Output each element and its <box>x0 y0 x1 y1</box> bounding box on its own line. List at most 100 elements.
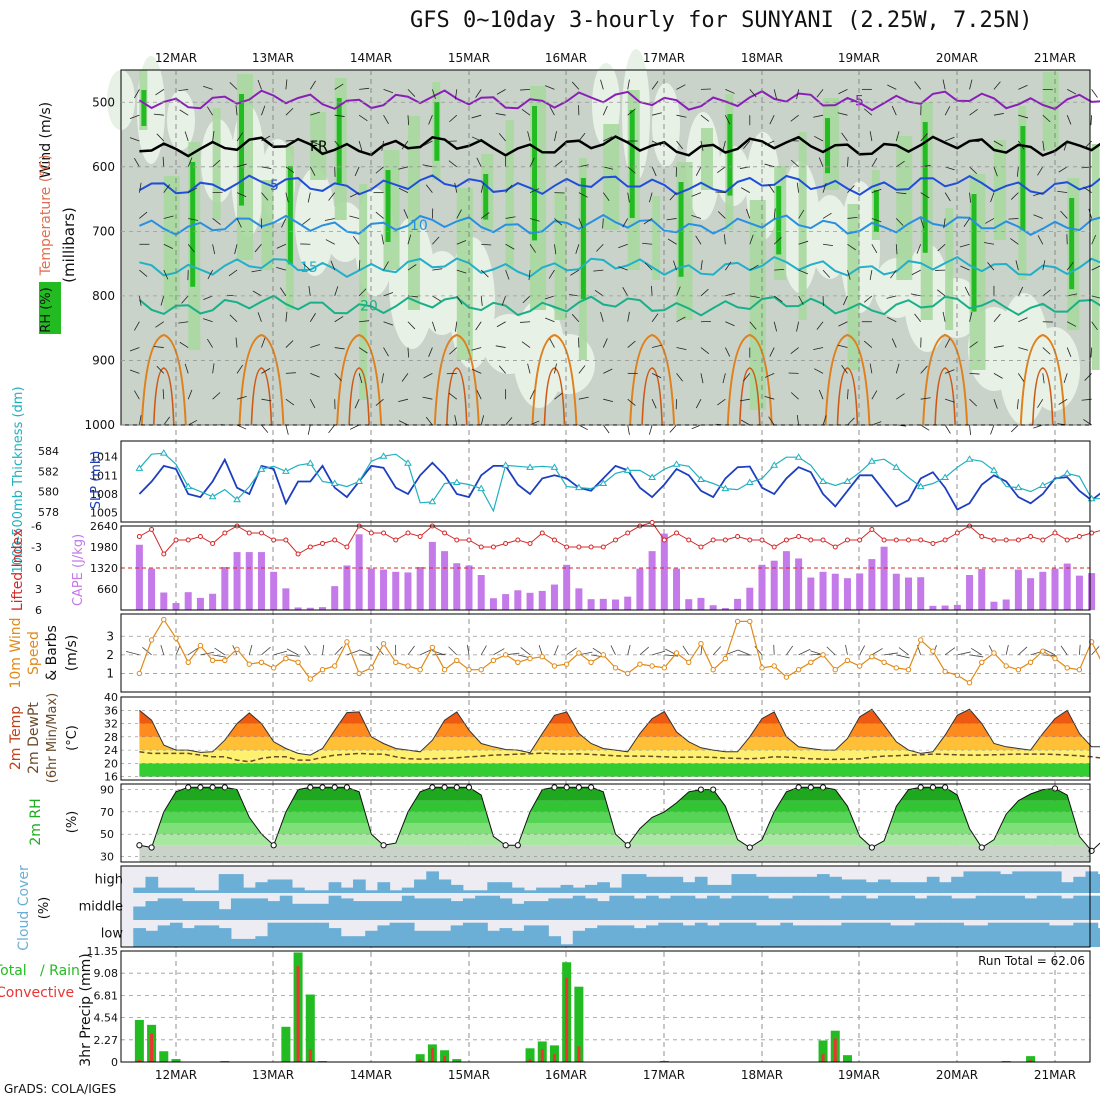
wind-barb <box>798 269 809 275</box>
wind-barb <box>229 82 238 90</box>
wind-barb <box>188 187 198 193</box>
date-label-bottom: 16MAR <box>545 1068 587 1082</box>
li-marker <box>136 534 142 539</box>
wind-barb <box>163 215 174 219</box>
thickness-marker <box>941 473 950 480</box>
wind-speed-marker <box>893 665 899 671</box>
cloud-middle-bar <box>511 903 525 920</box>
cloud-high-bar <box>560 884 574 893</box>
thickness-marker <box>648 473 657 480</box>
wind-barb <box>963 218 970 227</box>
li-marker <box>808 537 814 543</box>
pressure-tick-label: 600 <box>92 160 115 174</box>
cloud-low-bar <box>389 922 403 947</box>
wind-speed-marker <box>234 646 240 652</box>
cloud-high-bar <box>816 874 830 893</box>
wind-barb <box>375 398 384 406</box>
precip-convective-bar <box>137 1060 141 1062</box>
wind-barb <box>593 269 604 272</box>
wind-speed-marker <box>966 680 973 686</box>
wind-barb <box>407 89 416 97</box>
wind-barb <box>891 105 897 116</box>
wind10m-barb <box>212 654 227 658</box>
cloud-high-bar <box>279 879 293 893</box>
cloud-middle-bar <box>780 898 794 920</box>
rh-moist-band <box>505 120 514 270</box>
cloud-middle-bar <box>633 898 647 920</box>
wind10m-barb <box>334 646 343 656</box>
isotherm-label: 15 <box>300 260 318 276</box>
rh-tick-label: 90 <box>100 784 114 797</box>
wind-barb <box>969 311 973 322</box>
wind-speed-marker <box>454 657 460 664</box>
wind-barb <box>691 192 702 197</box>
wind-barb <box>790 114 799 122</box>
wind-barb <box>1018 347 1029 351</box>
precip-total-bar <box>452 1059 462 1062</box>
wind-barb <box>676 286 681 297</box>
isotherm-30 <box>934 367 956 426</box>
wind-barb <box>911 269 921 276</box>
cloud-low-bar <box>291 922 305 947</box>
cloud-low-bar <box>1048 925 1062 947</box>
wind-speed-marker <box>625 670 631 677</box>
profile-ylabel: (millibars) <box>60 207 78 283</box>
precip-convective-bar <box>528 1059 532 1062</box>
wind-barb <box>725 347 731 357</box>
thickness-marker <box>574 483 583 491</box>
wind-barb <box>184 363 189 374</box>
wind-barb <box>1010 424 1019 433</box>
cape-bar <box>319 607 326 610</box>
cloud-middle-bar <box>926 895 940 920</box>
rh-extreme-marker <box>917 784 924 791</box>
cape-bar <box>489 598 497 610</box>
wind-speed-marker <box>380 641 387 647</box>
cloud-middle-bar <box>1000 895 1013 920</box>
cloud-low-bar <box>328 928 342 947</box>
wind-barb <box>549 338 555 348</box>
wind-barb <box>890 269 897 279</box>
wind-barb <box>471 347 482 351</box>
cloud-low-bar <box>633 928 647 947</box>
wind-speed-marker <box>808 659 814 665</box>
wind-barb <box>578 218 583 228</box>
cloud-high-bar <box>523 890 537 893</box>
wind-barb <box>352 235 360 245</box>
wind-barb <box>676 140 684 150</box>
wind10m-barb <box>664 654 679 657</box>
cloud-high-bar <box>597 882 610 893</box>
wind-barb <box>944 192 951 202</box>
wind-barb <box>717 166 726 174</box>
wind-barb <box>602 192 610 201</box>
rh-extreme-marker <box>343 784 351 791</box>
wind-barb <box>279 287 287 297</box>
rh-saturated-band <box>580 178 586 300</box>
wind-barb <box>667 238 677 245</box>
wind-barb <box>764 163 775 168</box>
cape-bar <box>306 607 314 610</box>
precip-total-bar <box>842 1055 852 1062</box>
cloud-middle-bar <box>731 895 745 920</box>
wind-barb <box>235 337 238 348</box>
wind-barb <box>1018 114 1029 119</box>
wind-barb <box>644 262 653 271</box>
rh-extreme-marker <box>148 844 155 851</box>
cloud-high-bar <box>1048 871 1062 893</box>
cloud-high-bar <box>169 887 183 893</box>
cloud-middle-bar <box>1024 898 1038 920</box>
precip-total-bar <box>818 1040 828 1062</box>
wind-barb <box>449 114 458 123</box>
cloud-high-bar <box>780 876 794 893</box>
wind-barb <box>178 321 189 324</box>
cloud-low-bar <box>1036 922 1050 947</box>
wind-barb <box>554 218 563 226</box>
precip-convective-bar <box>821 1054 825 1062</box>
wind-barb <box>138 182 142 193</box>
li-marker <box>478 544 484 550</box>
rh-extreme-marker <box>441 784 448 791</box>
li-marker <box>210 541 216 546</box>
li-tick-label: -6 <box>31 520 42 533</box>
wind-barb <box>545 317 555 323</box>
wind-barb <box>309 80 316 90</box>
wind10m-barb <box>359 649 372 656</box>
